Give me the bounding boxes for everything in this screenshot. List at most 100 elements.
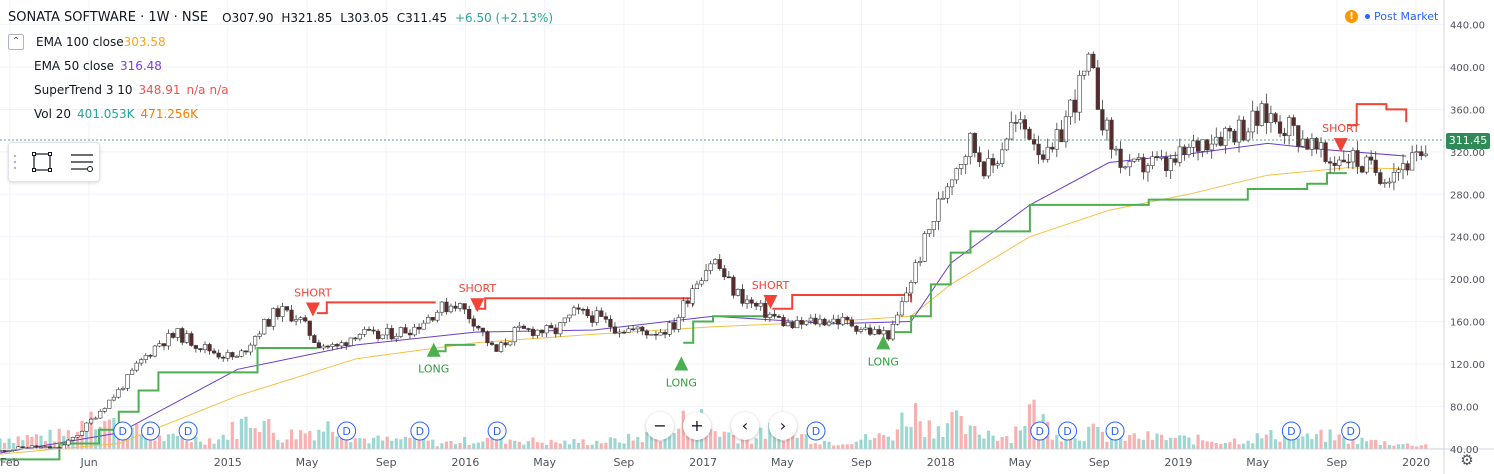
volume-bar (458, 443, 462, 449)
candle-body (1350, 150, 1356, 163)
candle-body (744, 299, 750, 304)
volume-bar (1342, 436, 1346, 449)
candle-body (198, 348, 203, 351)
volume-bar (89, 411, 93, 449)
x-tick-label: 2020 (1402, 456, 1430, 469)
volume-bar (604, 442, 608, 449)
candle-body (130, 369, 135, 375)
candle-body (826, 321, 832, 326)
candle-body (908, 282, 914, 294)
symbol-title[interactable]: SONATA SOFTWARE · 1W · NSE (8, 10, 209, 25)
volume-bar (1328, 429, 1332, 449)
candle-body (1218, 136, 1223, 146)
indicator-supertrend[interactable]: SuperTrend 3 10 348.91 n/a n/a (34, 78, 557, 102)
volume-bar (1228, 442, 1232, 449)
close-value: C311.45 (396, 11, 448, 25)
settings-lines-icon[interactable] (69, 151, 95, 173)
volume-bar (932, 438, 936, 449)
volume-bar (818, 444, 822, 449)
candle-body (303, 317, 308, 322)
volume-bar (781, 440, 786, 449)
gear-icon[interactable]: ⚙ (1460, 451, 1474, 469)
candle-body (1022, 119, 1028, 130)
scroll-right-button[interactable]: › (769, 412, 797, 440)
volume-bar (490, 434, 494, 449)
volume-bar (740, 437, 745, 449)
candle-body (366, 329, 372, 331)
volume-bar (1082, 441, 1086, 449)
candle-body (1259, 103, 1264, 126)
dividend-label: D (416, 425, 424, 438)
candle-body (1018, 119, 1023, 124)
dividend-marker (113, 421, 133, 441)
zoom-in-button[interactable]: + (683, 412, 711, 440)
candle-body (1241, 119, 1246, 141)
volume-bar (1000, 437, 1004, 449)
scroll-left-button[interactable]: ‹ (731, 412, 759, 440)
candle-body (439, 301, 444, 313)
volume-bar (417, 434, 421, 449)
candle-body (193, 345, 198, 349)
candle-body (34, 445, 39, 448)
volume-bar (941, 437, 945, 449)
candle-body (1063, 116, 1069, 143)
rectangle-tool-icon[interactable] (31, 151, 53, 173)
indicator-ema100[interactable]: ⌃ EMA 100 close 303.58 (8, 30, 557, 54)
candle-body (171, 333, 176, 338)
volume-bar (321, 431, 326, 449)
market-status[interactable]: ! Post Market (1345, 10, 1438, 23)
volume-bar (540, 442, 544, 449)
volume-bar (381, 440, 385, 449)
candle-body (672, 322, 677, 330)
dividend-label: D (1063, 425, 1071, 438)
x-tick-label: Sep (614, 456, 635, 469)
zoom-out-button[interactable]: − (646, 412, 674, 440)
volume-bar (399, 439, 403, 449)
candle-body (248, 344, 253, 353)
volume-bar (914, 402, 918, 449)
volume-bar (1364, 441, 1369, 449)
candle-body (1414, 151, 1419, 154)
volume-bar (1087, 426, 1091, 449)
candle-body (371, 329, 376, 332)
supertrend-down-line (772, 294, 913, 310)
collapse-legend-button[interactable]: ⌃ (8, 34, 24, 50)
volume-bar (1346, 443, 1350, 449)
candle-body (1132, 158, 1137, 162)
volume-bar (690, 430, 695, 449)
candle-body (421, 322, 426, 330)
indicator-volume[interactable]: Vol 20 401.053K 471.256K (34, 102, 557, 126)
candle-body (29, 445, 34, 449)
volume-bar (936, 426, 940, 449)
candle-body (239, 350, 244, 357)
drag-handle-icon[interactable] (13, 153, 17, 171)
drawing-toolbox[interactable] (8, 142, 100, 182)
volume-bar (244, 416, 248, 449)
candle-body (1273, 113, 1278, 123)
volume-bar (854, 441, 858, 449)
candle-body (498, 342, 504, 352)
volume-bar (727, 432, 731, 449)
candle-body (758, 302, 763, 307)
candle-body (599, 310, 604, 317)
volume-bar (531, 437, 535, 449)
volume-bar (1096, 426, 1100, 449)
volume-bar (895, 429, 899, 449)
dividend-label: D (184, 425, 192, 438)
volume-bar (1278, 441, 1282, 449)
candle-body (849, 319, 854, 327)
volume-bar (84, 424, 89, 449)
long-signal-icon (674, 356, 689, 371)
candle-body (1054, 129, 1059, 150)
candle-body (512, 327, 517, 343)
candle-body (102, 408, 107, 412)
warning-icon[interactable]: ! (1345, 10, 1358, 23)
volume-bar (1255, 433, 1259, 449)
indicator-ema50[interactable]: EMA 50 close 316.48 (34, 54, 557, 78)
volume-bar (2, 442, 7, 449)
volume-bar (718, 436, 722, 449)
candle-body (211, 350, 217, 354)
y-tick-label: 360.00 (1450, 105, 1485, 116)
candle-body (1113, 148, 1119, 151)
